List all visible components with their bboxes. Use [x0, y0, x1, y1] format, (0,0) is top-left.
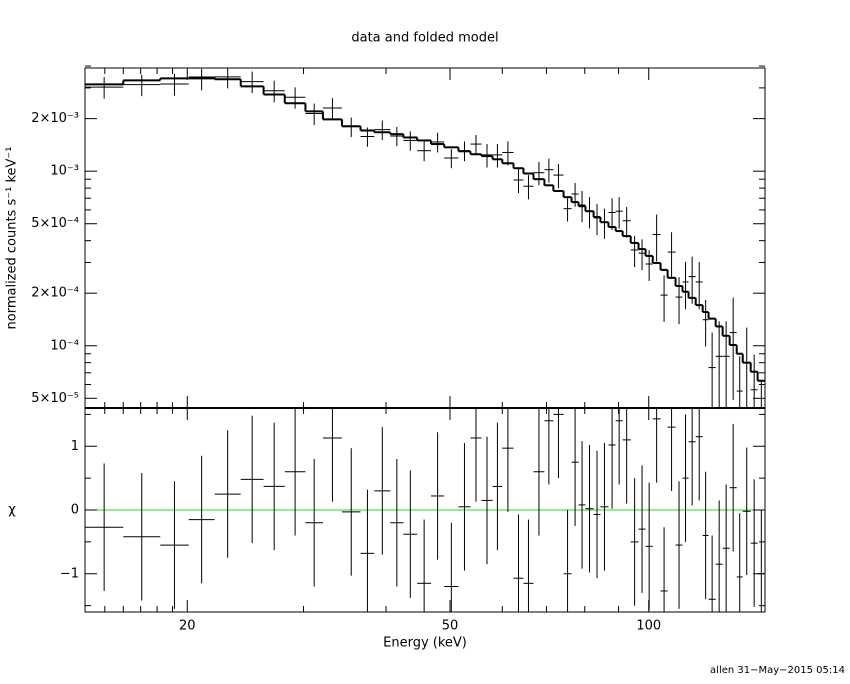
y-tick-label: 0: [71, 503, 79, 518]
x-tick-label: 50: [442, 619, 459, 634]
y-tick-label: −1: [60, 566, 79, 581]
y-tick-label: 10⁻⁴: [50, 338, 79, 353]
footer: allen 31−May−2015 05:14: [710, 665, 845, 676]
y-tick-label: 1: [71, 439, 79, 454]
plot-frame: [84, 407, 766, 613]
x-axis-label: Energy (keV): [383, 636, 467, 651]
chart-title: data and folded model: [351, 31, 498, 46]
x-tick-label: 20: [179, 619, 196, 634]
x-tick-label: 100: [636, 619, 661, 634]
plot-area: [85, 408, 765, 612]
y-axis-label: normalized counts s⁻¹ keV⁻¹: [5, 147, 20, 330]
y-tick-label: 2×10⁻³: [31, 111, 79, 126]
y-axis-label: χ: [8, 503, 16, 518]
y-tick-label: 10⁻³: [50, 164, 79, 179]
y-tick-label: 5×10⁻⁵: [31, 391, 79, 406]
plot-frame: [84, 67, 766, 409]
plot-area: [85, 68, 765, 408]
y-tick-label: 5×10⁻⁴: [31, 216, 79, 231]
y-tick-label: 2×10⁻⁴: [31, 286, 79, 301]
